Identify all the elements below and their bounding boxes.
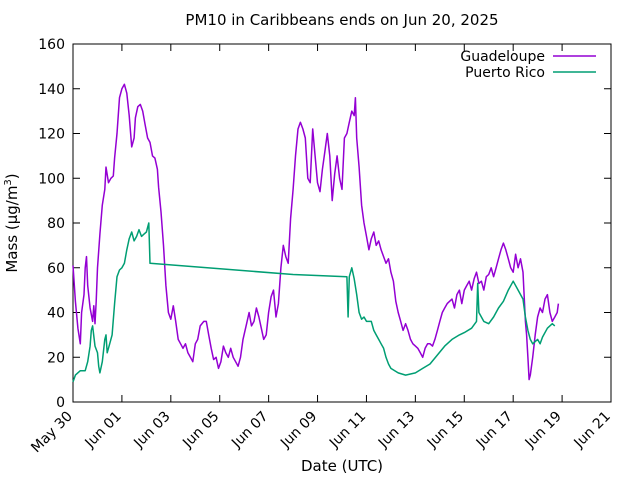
x-tick-label: Jun 03 [130,409,173,452]
x-axis: May 30 Jun 01 Jun 03 Jun 05 Jun 07 Jun 09 Jun … [28,44,614,456]
plot-frame [72,43,612,403]
y-tick-label: 40 [47,306,65,322]
y-tick-label: 160 [38,37,65,53]
legend-label: Puerto Rico [465,65,545,81]
series-line-guadeloupe [72,83,560,381]
y-axis: 0 20 40 60 80 100 120 140 160 [38,37,611,411]
y-tick-label: 120 [38,127,65,143]
legend-label: Guadeloupe [460,49,545,65]
x-tick-label: Jun 17 [473,409,516,452]
x-axis-label: Date (UTC) [301,457,383,475]
y-tick-label: 60 [47,261,65,277]
x-tick-label: Jun 09 [277,409,320,452]
y-tick-label: 140 [38,82,65,98]
x-tick-label: Jun 01 [82,409,125,452]
y-tick-label: 80 [47,216,65,232]
y-tick-label: 20 [47,350,65,366]
chart-title: PM10 in Caribbeans ends on Jun 20, 2025 [185,11,498,29]
x-tick-label: May 30 [28,409,76,457]
x-tick-label: Jun 07 [228,409,271,452]
series-line-puerto-rico [72,222,556,383]
x-tick-label: Jun 21 [571,409,614,452]
y-axis-label: Mass (µg/m3) [3,173,21,272]
y-tick-label: 100 [38,171,65,187]
x-tick-label: Jun 13 [375,409,418,452]
y-tick-label: 0 [56,395,65,411]
x-tick-label: Jun 19 [522,409,565,452]
x-tick-label: Jun 05 [179,409,222,452]
x-tick-label: Jun 15 [424,409,467,452]
x-tick-label: Jun 11 [326,409,369,452]
series-layer [72,83,560,383]
